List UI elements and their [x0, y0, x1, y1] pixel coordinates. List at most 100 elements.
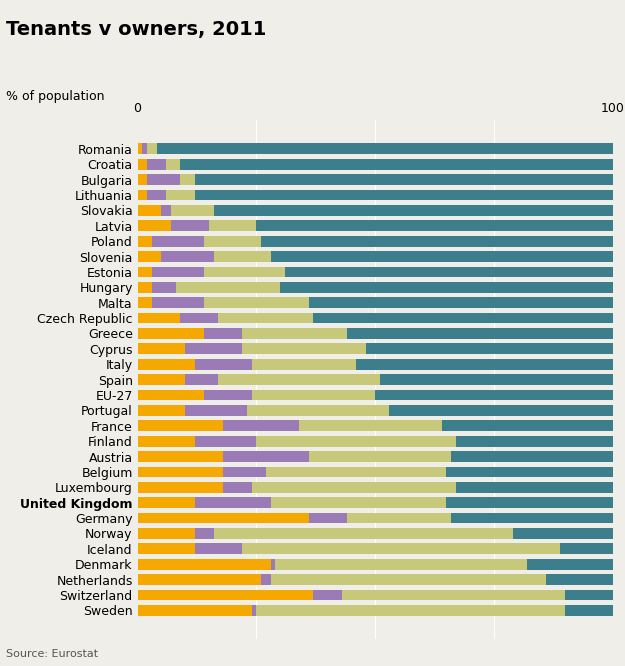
- Bar: [214, 528, 512, 539]
- Bar: [280, 282, 612, 292]
- Bar: [138, 420, 223, 431]
- Bar: [242, 543, 560, 554]
- Bar: [152, 282, 176, 292]
- Bar: [309, 451, 451, 462]
- Bar: [147, 159, 166, 170]
- Bar: [218, 313, 313, 324]
- Bar: [456, 482, 612, 493]
- Bar: [251, 605, 256, 616]
- Bar: [251, 390, 375, 400]
- Bar: [451, 513, 612, 523]
- Bar: [138, 328, 204, 339]
- Bar: [271, 559, 275, 569]
- Bar: [218, 374, 380, 385]
- Bar: [456, 482, 612, 493]
- Bar: [138, 574, 612, 585]
- Bar: [251, 390, 375, 400]
- Bar: [138, 190, 147, 200]
- Bar: [214, 205, 612, 216]
- Bar: [512, 528, 612, 539]
- Bar: [560, 543, 612, 554]
- Bar: [309, 513, 346, 523]
- Bar: [138, 359, 194, 370]
- Bar: [152, 236, 204, 246]
- Bar: [161, 251, 214, 262]
- Bar: [138, 205, 161, 216]
- Bar: [256, 220, 612, 231]
- Bar: [138, 605, 251, 616]
- Bar: [138, 359, 194, 370]
- Bar: [194, 543, 242, 554]
- Bar: [223, 420, 299, 431]
- Bar: [527, 559, 612, 569]
- Bar: [441, 420, 612, 431]
- Bar: [147, 143, 156, 155]
- Bar: [138, 205, 612, 216]
- Bar: [138, 605, 251, 616]
- Bar: [138, 543, 194, 554]
- Bar: [271, 574, 546, 585]
- Bar: [138, 451, 612, 462]
- Bar: [138, 589, 313, 600]
- Bar: [242, 344, 366, 354]
- Bar: [309, 297, 612, 308]
- Bar: [218, 313, 313, 324]
- Bar: [280, 282, 612, 292]
- Bar: [152, 266, 204, 277]
- Bar: [185, 344, 242, 354]
- Bar: [138, 313, 180, 324]
- Bar: [138, 498, 194, 508]
- Bar: [389, 405, 612, 416]
- Bar: [342, 589, 565, 600]
- Bar: [138, 236, 152, 246]
- Bar: [313, 589, 342, 600]
- Bar: [138, 559, 271, 569]
- Bar: [138, 559, 612, 569]
- Bar: [185, 344, 242, 354]
- Bar: [180, 313, 218, 324]
- Bar: [214, 251, 271, 262]
- Bar: [451, 451, 612, 462]
- Bar: [138, 498, 612, 508]
- Bar: [138, 236, 612, 246]
- Bar: [166, 190, 194, 200]
- Bar: [271, 574, 546, 585]
- Bar: [247, 405, 389, 416]
- Bar: [204, 297, 309, 308]
- Bar: [271, 251, 612, 262]
- Bar: [166, 159, 180, 170]
- Bar: [138, 482, 223, 493]
- Bar: [194, 190, 612, 200]
- Bar: [275, 559, 527, 569]
- Bar: [138, 143, 142, 155]
- Bar: [138, 589, 313, 600]
- Bar: [138, 513, 309, 523]
- Bar: [214, 528, 512, 539]
- Bar: [194, 359, 251, 370]
- Bar: [156, 143, 612, 155]
- Bar: [446, 467, 612, 478]
- Bar: [271, 559, 275, 569]
- Text: Tenants v owners, 2011: Tenants v owners, 2011: [6, 20, 267, 39]
- Bar: [147, 190, 166, 200]
- Bar: [171, 220, 209, 231]
- Bar: [138, 328, 612, 339]
- Bar: [176, 282, 280, 292]
- Bar: [204, 297, 309, 308]
- Bar: [456, 436, 612, 446]
- Bar: [138, 282, 152, 292]
- Bar: [204, 390, 251, 400]
- Bar: [209, 220, 256, 231]
- Bar: [138, 405, 185, 416]
- Bar: [223, 420, 299, 431]
- Bar: [204, 266, 285, 277]
- Bar: [194, 436, 256, 446]
- Bar: [161, 251, 214, 262]
- Bar: [223, 467, 266, 478]
- Bar: [256, 436, 456, 446]
- Bar: [152, 266, 204, 277]
- Bar: [456, 436, 612, 446]
- Bar: [261, 236, 612, 246]
- Bar: [138, 297, 612, 308]
- Bar: [138, 313, 180, 324]
